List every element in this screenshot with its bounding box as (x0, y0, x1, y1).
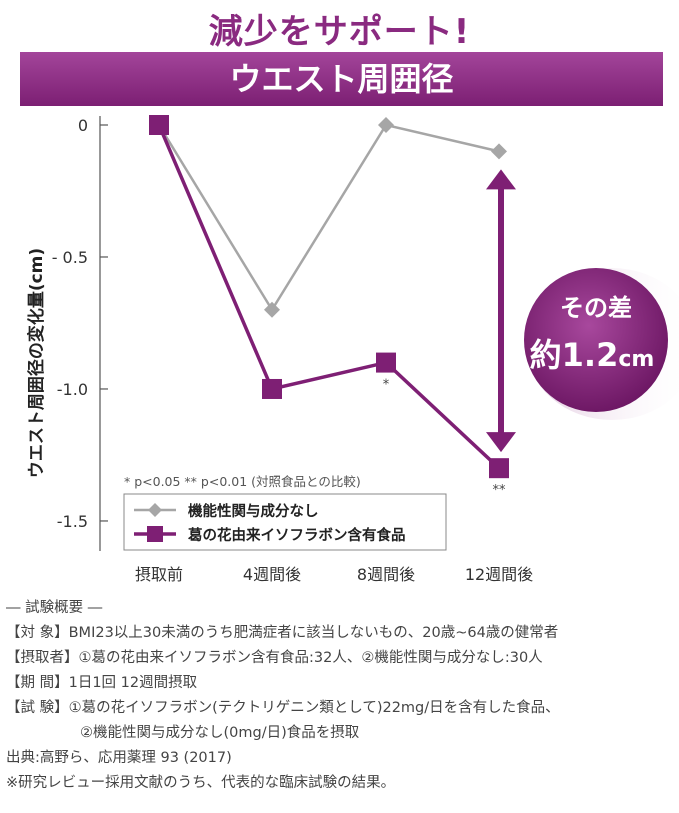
headline: 減少をサポート! (208, 12, 471, 52)
treatment-point (489, 458, 509, 479)
x-category-label: 摂取前 (135, 565, 183, 584)
notes-period: 【期 間】1日1回 12週間摂取 (6, 675, 198, 691)
chart-banner-title: ウエスト周囲径 (20, 52, 663, 106)
treatment-series-line (157, 124, 501, 470)
waist-change-chart: 0 - 0.5 -1.0 -1.5 ウエスト周囲径の変化量(cm) 摂取前 4週間後 8週間後… (26, 115, 679, 584)
badge-unit: cm (618, 347, 654, 372)
y-tick-label: -1.0 (57, 380, 88, 399)
arrow-down-icon (486, 432, 516, 453)
legend-label: 機能性関与成分なし (188, 502, 319, 520)
control-point (264, 301, 280, 318)
y-tick-label: -1.5 (57, 512, 88, 531)
difference-badge (524, 268, 668, 412)
trial-summary: ― 試験概要 ― 【対 象】BMI23以上30未満のうち肥満症者に該当しないもの… (6, 596, 676, 796)
notes-participants: 【摂取者】①葛の花由来イソフラボン含有食品:32人、②機能性関与成分なし:30人 (6, 650, 543, 666)
significance-label: * (383, 378, 390, 393)
notes-source: 出典:高野ら、応用薬理 93 (2017) (6, 750, 232, 766)
notes-heading: ― 試験概要 ― (6, 600, 103, 616)
control-series-line (157, 123, 500, 313)
treatment-point (376, 352, 396, 373)
notes-trial-line2: ②機能性関与成分なし(0mg/日)食品を摂取 (80, 725, 360, 741)
y-tick-label: 0 (78, 116, 88, 135)
legend-diamond-icon (148, 503, 162, 517)
x-category-label: 4週間後 (243, 565, 301, 584)
badge-line1: その差 (560, 294, 632, 322)
control-point (378, 117, 394, 133)
treatment-point (149, 115, 169, 135)
notes-trial-line1: 【試 験】①葛の花イソフラボン(テクトリゲニン類として)22mg/日を含有した食… (6, 700, 560, 716)
significance-note: * p<0.05 ** p<0.01 (対照食品との比較) (124, 474, 361, 489)
notes-remark: ※研究レビュー採用文献のうち、代表的な臨床試験の結果。 (6, 775, 396, 791)
notes-subject: 【対 象】BMI23以上30未満のうち肥満症者に該当しないもの、20歳~64歳の… (6, 625, 559, 641)
legend-square-icon (147, 526, 163, 542)
legend-box (123, 493, 447, 551)
legend-label: 葛の花由来イソフラボン含有食品 (187, 526, 406, 544)
badge-value: 約1.2 (530, 336, 619, 374)
significance-label: ** (493, 483, 507, 498)
x-category-label: 8週間後 (357, 565, 415, 584)
x-category-label: 12週間後 (465, 565, 533, 584)
control-point (491, 143, 507, 160)
y-tick-label: - 0.5 (52, 248, 88, 267)
arrow-up-icon (486, 169, 516, 190)
badge-line2: 約1.2cm (530, 336, 655, 374)
y-axis-label: ウエスト周囲径の変化量(cm) (26, 248, 47, 478)
treatment-point (262, 378, 282, 399)
